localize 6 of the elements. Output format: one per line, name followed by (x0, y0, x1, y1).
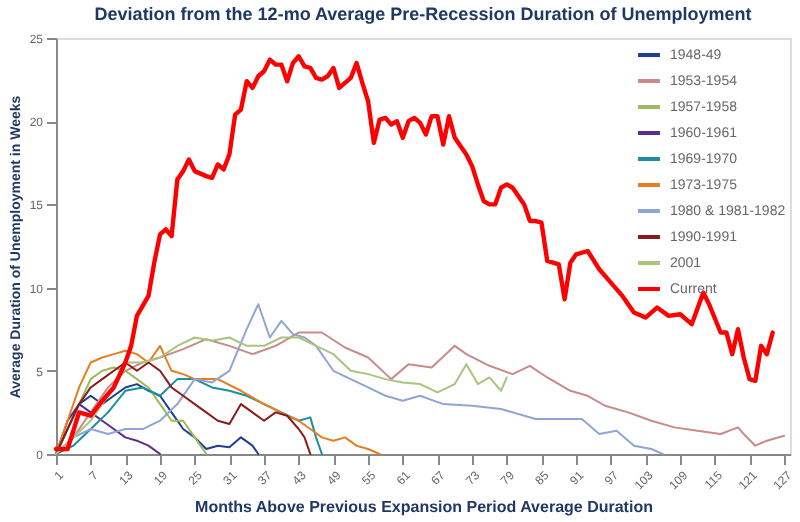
line-series (55, 361, 312, 455)
line-series (55, 344, 381, 455)
line-series (55, 378, 323, 455)
line-series (55, 336, 508, 455)
chart-title: Deviation from the 12-mo Average Pre-Recession Duration of Unemployment (94, 4, 752, 24)
x-axis-title: Months Above Previous Expansion Period Average Duration (195, 497, 654, 516)
